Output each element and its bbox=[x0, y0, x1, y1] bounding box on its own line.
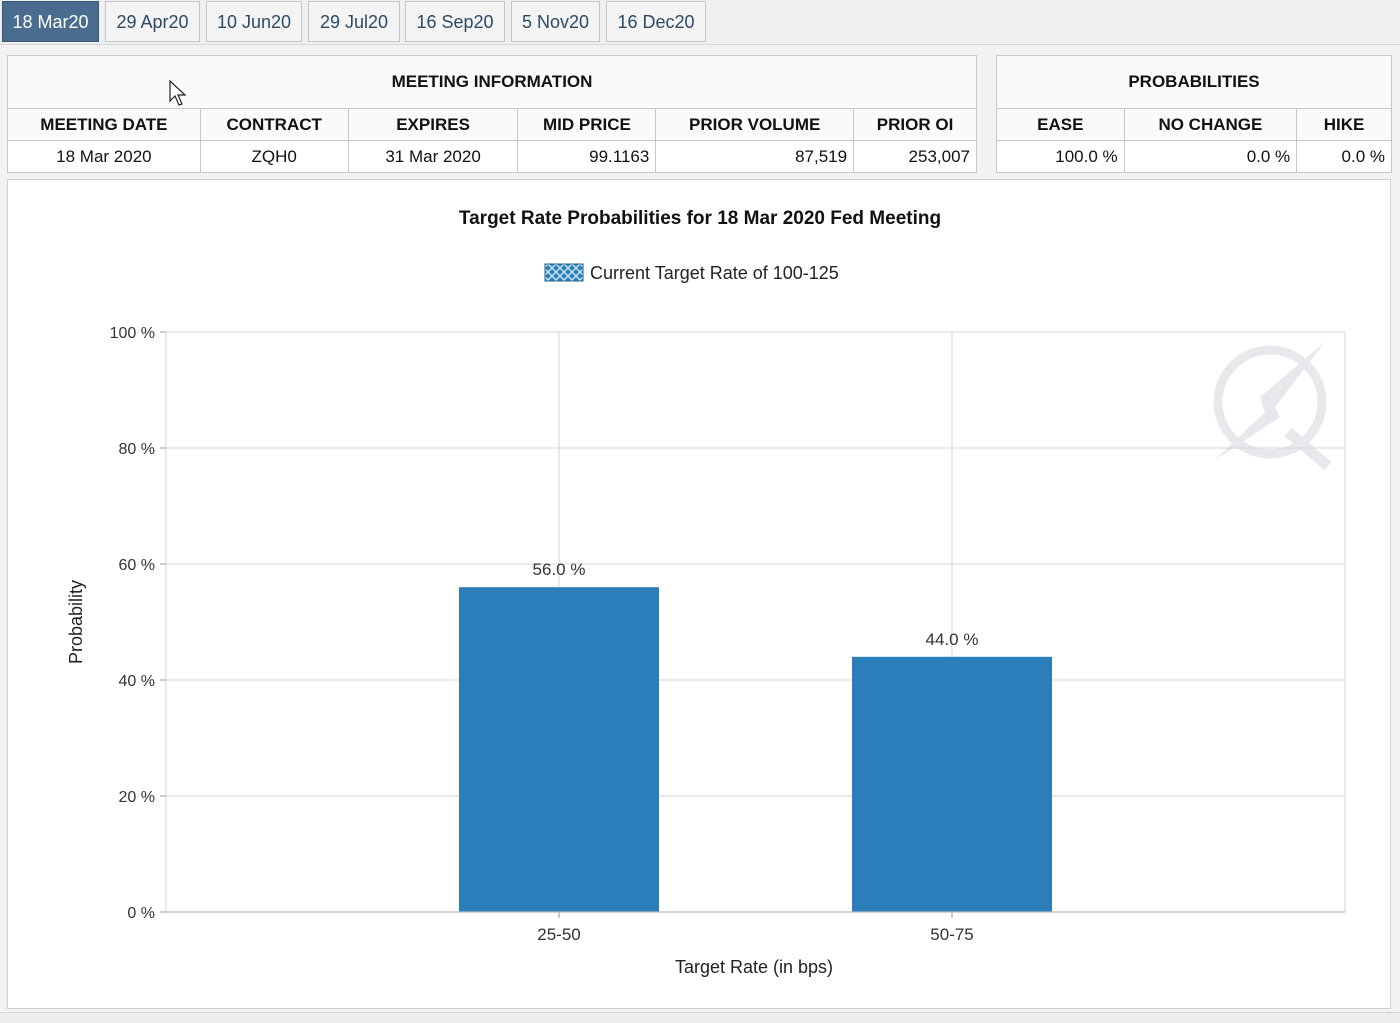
cell-ease: 100.0 % bbox=[996, 140, 1125, 173]
y-tick-label: 0 % bbox=[127, 905, 155, 922]
chart-panel: Target Rate Probabilities for 18 Mar 202… bbox=[7, 179, 1391, 1009]
watermark-logo-icon bbox=[1213, 342, 1332, 471]
probability-chart: Target Rate Probabilities for 18 Mar 202… bbox=[66, 208, 1346, 977]
y-axis-label: Probability bbox=[66, 580, 86, 664]
data-label: 56.0 % bbox=[533, 560, 586, 579]
chart-title: Target Rate Probabilities for 18 Mar 202… bbox=[459, 208, 941, 229]
y-axis: 0 % 20 % 40 % 60 % 80 % 100 % bbox=[110, 325, 166, 922]
probabilities-table: PROBABILITIES EASE NO CHANGE HIKE 100.0 … bbox=[996, 55, 1392, 173]
y-tick-label: 60 % bbox=[119, 557, 155, 574]
header-prior-oi: PRIOR OI bbox=[853, 108, 977, 141]
header-meeting-date: MEETING DATE bbox=[7, 108, 201, 141]
tab-5-nov20[interactable]: 5 Nov20 bbox=[511, 1, 600, 42]
meeting-information-table: MEETING INFORMATION MEETING DATE CONTRAC… bbox=[7, 55, 977, 173]
x-axis: 25-50 50-75 bbox=[166, 911, 1345, 944]
tab-29-apr20[interactable]: 29 Apr20 bbox=[105, 1, 200, 42]
x-tick-label: 50-75 bbox=[930, 925, 973, 944]
tab-10-jun20[interactable]: 10 Jun20 bbox=[206, 1, 302, 42]
tab-16-sep20[interactable]: 16 Sep20 bbox=[405, 1, 505, 42]
probabilities-title: PROBABILITIES bbox=[996, 55, 1392, 109]
chart-legend[interactable]: Current Target Rate of 100-125 bbox=[544, 263, 839, 283]
y-tick-label: 100 % bbox=[110, 325, 155, 342]
cell-expires: 31 Mar 2020 bbox=[347, 140, 519, 173]
y-tick-label: 80 % bbox=[119, 441, 155, 458]
tab-18-mar20[interactable]: 18 Mar20 bbox=[2, 1, 99, 42]
cell-meeting-date: 18 Mar 2020 bbox=[7, 140, 201, 173]
tab-16-dec20[interactable]: 16 Dec20 bbox=[606, 1, 706, 42]
header-expires: EXPIRES bbox=[347, 108, 519, 141]
bar-50-75[interactable] bbox=[852, 656, 1052, 912]
legend-swatch bbox=[544, 263, 584, 282]
cell-mid-price: 99.1163 bbox=[517, 140, 657, 173]
meeting-tabs: 18 Mar20 29 Apr20 10 Jun20 29 Jul20 16 S… bbox=[0, 0, 1400, 45]
header-hike: HIKE bbox=[1296, 108, 1392, 141]
legend-label: Current Target Rate of 100-125 bbox=[590, 263, 839, 283]
plot-frame bbox=[165, 331, 1346, 913]
cell-no-change: 0.0 % bbox=[1123, 140, 1298, 173]
x-tick-label: 25-50 bbox=[537, 925, 580, 944]
bottom-strip bbox=[0, 1012, 1400, 1023]
cell-hike: 0.0 % bbox=[1296, 140, 1392, 173]
mouse-cursor-icon bbox=[169, 80, 187, 106]
cell-contract: ZQH0 bbox=[199, 140, 349, 173]
y-tick-label: 40 % bbox=[119, 673, 155, 690]
x-axis-label: Target Rate (in bps) bbox=[675, 957, 833, 977]
header-no-change: NO CHANGE bbox=[1123, 108, 1298, 141]
cell-prior-volume: 87,519 bbox=[655, 140, 855, 173]
bar-25-50[interactable] bbox=[459, 587, 659, 912]
y-tick-label: 20 % bbox=[119, 789, 155, 806]
chart-bars: 56.0 % 44.0 % bbox=[459, 560, 1052, 912]
table-row: 18 Mar 2020 ZQH0 31 Mar 2020 99.1163 87,… bbox=[7, 140, 977, 173]
header-mid-price: MID PRICE bbox=[517, 108, 657, 141]
data-label: 44.0 % bbox=[926, 630, 979, 649]
cell-prior-oi: 253,007 bbox=[853, 140, 977, 173]
meeting-information-title: MEETING INFORMATION bbox=[7, 55, 977, 109]
tab-29-jul20[interactable]: 29 Jul20 bbox=[308, 1, 400, 42]
table-row: 100.0 % 0.0 % 0.0 % bbox=[996, 140, 1392, 173]
header-ease: EASE bbox=[996, 108, 1125, 141]
header-contract: CONTRACT bbox=[199, 108, 349, 141]
header-prior-volume: PRIOR VOLUME bbox=[655, 108, 855, 141]
chart-gridlines bbox=[165, 331, 1346, 913]
